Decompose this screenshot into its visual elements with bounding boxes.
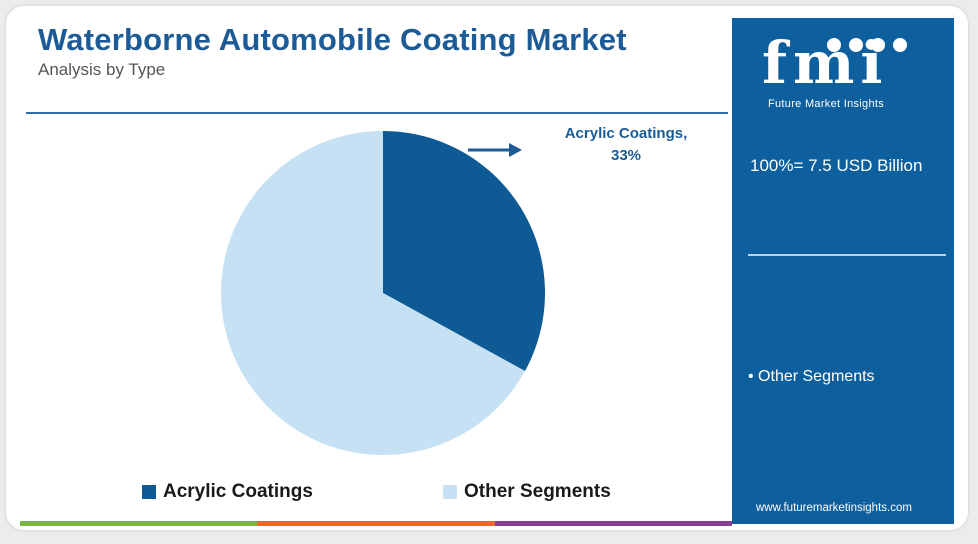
callout-value: 33% [610, 147, 642, 164]
sidebar-divider [748, 254, 946, 256]
legend-label-other: Other Segments [464, 481, 611, 502]
legend-label-acrylic: Acrylic Coatings [163, 481, 313, 502]
accent-bar-green [20, 521, 258, 526]
logo-globe-icons [827, 38, 907, 52]
accent-bar [20, 521, 732, 526]
fmi-tagline: Future Market Insights [768, 98, 885, 110]
legend-item-acrylic: Acrylic Coatings [142, 481, 313, 503]
callout-arrow [468, 143, 522, 157]
accent-bar-purple [494, 521, 732, 526]
acrylic-callout: Acrylic Coatings, 33% [546, 123, 706, 167]
legend-item-other: Other Segments [443, 481, 611, 503]
legend-swatch-acrylic [142, 485, 156, 499]
chart-card: Waterborne Automobile Coating Market Ana… [6, 6, 968, 530]
callout-label: Acrylic Coatings, [564, 125, 688, 142]
accent-bar-orange [257, 521, 495, 526]
header-divider [26, 112, 728, 114]
pie-slice-other-segments [220, 131, 525, 455]
pie-slice-acrylic-coatings [383, 131, 545, 372]
pie-chart [220, 131, 545, 455]
website-link[interactable]: www.futuremarketinsights.com [756, 502, 912, 514]
market-total: 100%= 7.5 USD Billion [750, 156, 923, 175]
sidebar-segment-item: • Other Segments [748, 368, 875, 385]
chart-title: Waterborne Automobile Coating Market [38, 22, 627, 57]
chart-subtitle: Analysis by Type [38, 60, 166, 79]
legend-swatch-other [443, 485, 457, 499]
info-sidebar: fmi Future Market Insights 100%= 7.5 USD… [732, 18, 954, 524]
